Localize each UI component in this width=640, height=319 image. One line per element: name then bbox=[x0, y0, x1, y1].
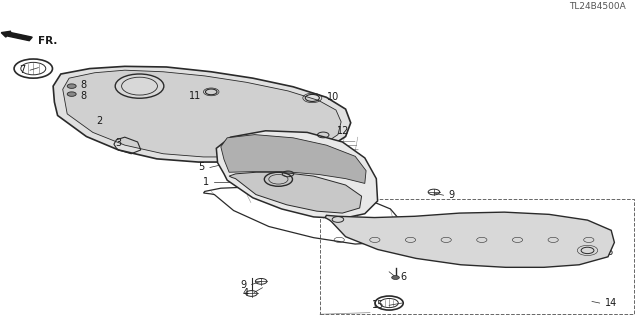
Text: 1: 1 bbox=[203, 177, 209, 187]
Text: 3: 3 bbox=[115, 137, 122, 148]
Text: 10: 10 bbox=[327, 92, 339, 102]
FancyArrow shape bbox=[1, 31, 32, 41]
Text: 11: 11 bbox=[189, 91, 202, 101]
Circle shape bbox=[67, 92, 76, 96]
Text: FR.: FR. bbox=[38, 35, 58, 46]
Text: 7: 7 bbox=[19, 65, 25, 75]
Text: 12: 12 bbox=[337, 126, 349, 136]
Text: 9: 9 bbox=[353, 218, 359, 228]
Polygon shape bbox=[53, 66, 351, 162]
Polygon shape bbox=[325, 212, 614, 267]
Text: 9: 9 bbox=[449, 190, 455, 200]
Text: 9: 9 bbox=[240, 279, 246, 290]
Text: 13: 13 bbox=[260, 171, 272, 181]
Text: 15: 15 bbox=[372, 300, 384, 310]
Polygon shape bbox=[221, 135, 366, 183]
Polygon shape bbox=[229, 172, 362, 213]
Circle shape bbox=[392, 276, 399, 279]
Polygon shape bbox=[63, 70, 341, 157]
Text: 8: 8 bbox=[81, 91, 87, 101]
Text: 6: 6 bbox=[401, 272, 407, 282]
Circle shape bbox=[115, 74, 164, 98]
Text: 8: 8 bbox=[81, 80, 87, 90]
Polygon shape bbox=[216, 131, 378, 219]
Text: 16: 16 bbox=[602, 247, 614, 257]
Circle shape bbox=[67, 84, 76, 88]
Text: 2: 2 bbox=[96, 116, 102, 126]
Text: 14: 14 bbox=[605, 298, 617, 308]
Text: TL24B4500A: TL24B4500A bbox=[569, 2, 626, 11]
Text: 4: 4 bbox=[243, 287, 249, 298]
Text: 5: 5 bbox=[198, 162, 205, 173]
